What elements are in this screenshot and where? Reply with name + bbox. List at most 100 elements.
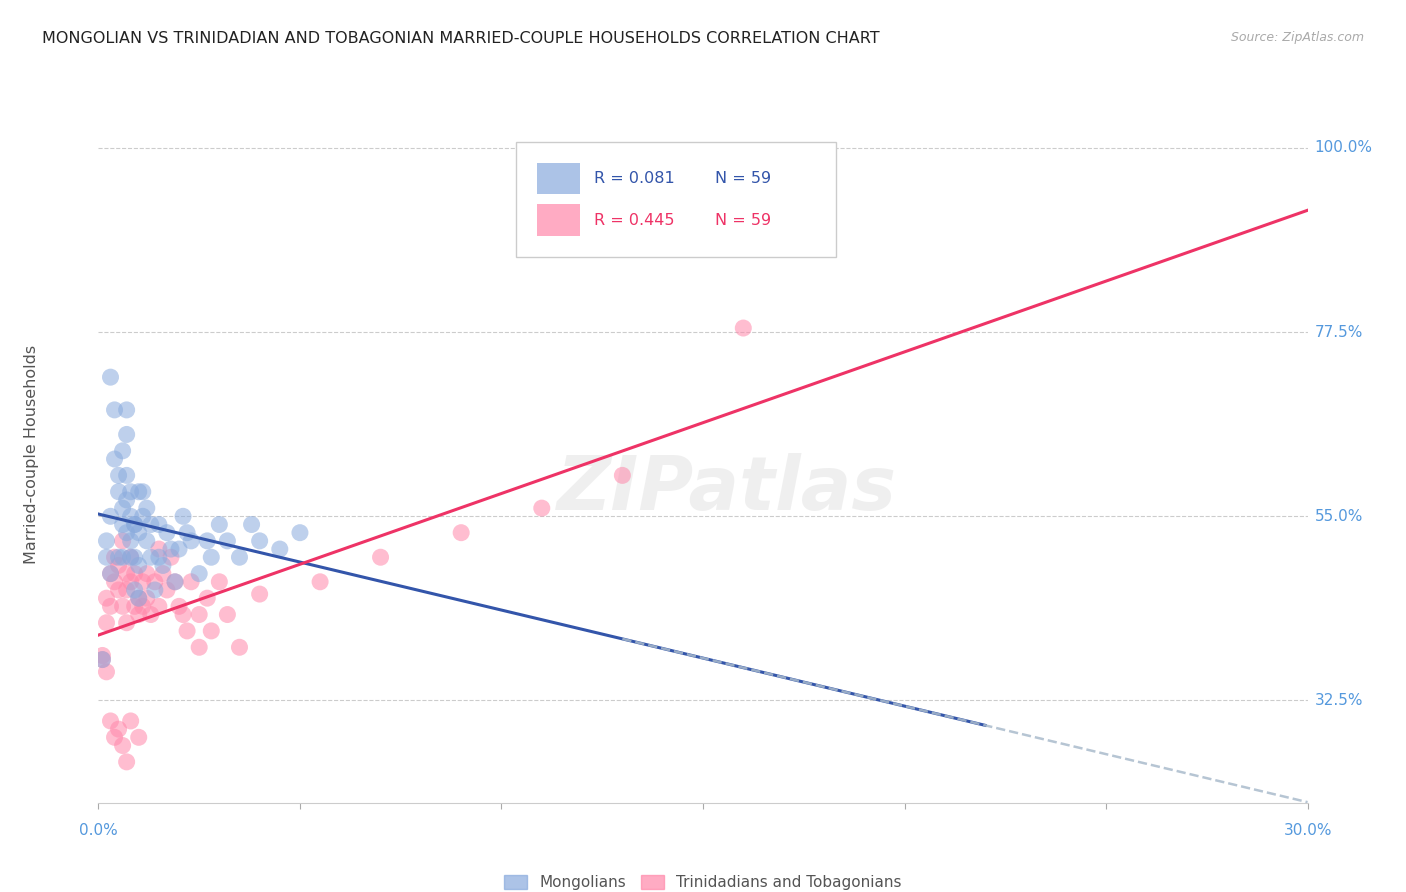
FancyBboxPatch shape [516, 142, 837, 257]
Point [176, 525, 198, 540]
Point [100, 714, 122, 728]
Bar [537, 204, 579, 235]
Text: R = 0.081: R = 0.081 [595, 171, 675, 186]
Point [217, 607, 239, 622]
Point [143, 574, 166, 589]
Point [96, 665, 118, 679]
Point [124, 517, 146, 532]
Point [103, 403, 125, 417]
Point [103, 574, 125, 589]
Point [152, 566, 174, 581]
Point [208, 574, 231, 589]
Text: ZIPatlas: ZIPatlas [557, 453, 897, 526]
Point [111, 739, 134, 753]
Point [111, 501, 134, 516]
Point [100, 566, 122, 581]
Text: 77.5%: 77.5% [1315, 325, 1362, 340]
Point [309, 574, 332, 589]
Point [228, 640, 250, 655]
Point [156, 525, 179, 540]
Text: N = 59: N = 59 [716, 171, 772, 186]
Point [103, 731, 125, 745]
Point [200, 624, 222, 638]
Point [180, 574, 202, 589]
Point [135, 591, 157, 606]
Point [120, 714, 142, 728]
Text: Source: ZipAtlas.com: Source: ZipAtlas.com [1230, 31, 1364, 45]
Text: 30.0%: 30.0% [1284, 823, 1331, 838]
Point [100, 599, 122, 614]
Point [195, 533, 218, 548]
Point [96, 533, 118, 548]
Point [115, 403, 138, 417]
Point [240, 517, 263, 532]
Point [124, 599, 146, 614]
Point [120, 550, 142, 565]
Point [115, 582, 138, 597]
Text: N = 59: N = 59 [716, 212, 772, 227]
Point [176, 624, 198, 638]
Point [139, 517, 162, 532]
Point [135, 566, 157, 581]
Point [249, 533, 271, 548]
Point [91, 652, 114, 666]
Point [148, 599, 170, 614]
Point [180, 533, 202, 548]
Point [167, 542, 190, 557]
Point [128, 484, 150, 499]
Point [172, 509, 194, 524]
Point [370, 550, 392, 565]
Point [135, 533, 157, 548]
Point [96, 550, 118, 565]
Point [288, 525, 311, 540]
Point [111, 443, 134, 458]
Text: MONGOLIAN VS TRINIDADIAN AND TOBAGONIAN MARRIED-COUPLE HOUSEHOLDS CORRELATION CH: MONGOLIAN VS TRINIDADIAN AND TOBAGONIAN … [42, 31, 880, 46]
Bar [537, 162, 579, 194]
Point [115, 525, 138, 540]
Point [160, 550, 183, 565]
Point [733, 321, 755, 335]
Point [96, 615, 118, 630]
Point [135, 501, 157, 516]
Point [111, 517, 134, 532]
Point [148, 542, 170, 557]
Point [163, 574, 186, 589]
Point [115, 755, 138, 769]
Point [128, 558, 150, 573]
Point [156, 582, 179, 597]
Point [107, 468, 129, 483]
Point [107, 582, 129, 597]
Point [152, 558, 174, 573]
Point [188, 640, 211, 655]
Point [115, 615, 138, 630]
Point [120, 484, 142, 499]
Point [148, 517, 170, 532]
Point [96, 591, 118, 606]
Point [143, 582, 166, 597]
Point [120, 533, 142, 548]
Point [249, 587, 271, 601]
Point [128, 607, 150, 622]
Point [107, 558, 129, 573]
Point [195, 591, 218, 606]
Point [132, 574, 155, 589]
Point [269, 542, 291, 557]
Point [217, 533, 239, 548]
Text: 55.0%: 55.0% [1315, 508, 1362, 524]
Point [128, 525, 150, 540]
Point [188, 607, 211, 622]
Point [124, 566, 146, 581]
Point [530, 501, 553, 516]
Point [200, 550, 222, 565]
Legend: Mongolians, Trinidadians and Tobagonians: Mongolians, Trinidadians and Tobagonians [498, 869, 908, 892]
Point [107, 550, 129, 565]
Point [167, 599, 190, 614]
Text: 32.5%: 32.5% [1315, 693, 1362, 708]
Point [100, 566, 122, 581]
Point [139, 550, 162, 565]
Point [128, 591, 150, 606]
Point [208, 517, 231, 532]
Point [107, 484, 129, 499]
Point [100, 509, 122, 524]
Point [115, 427, 138, 442]
